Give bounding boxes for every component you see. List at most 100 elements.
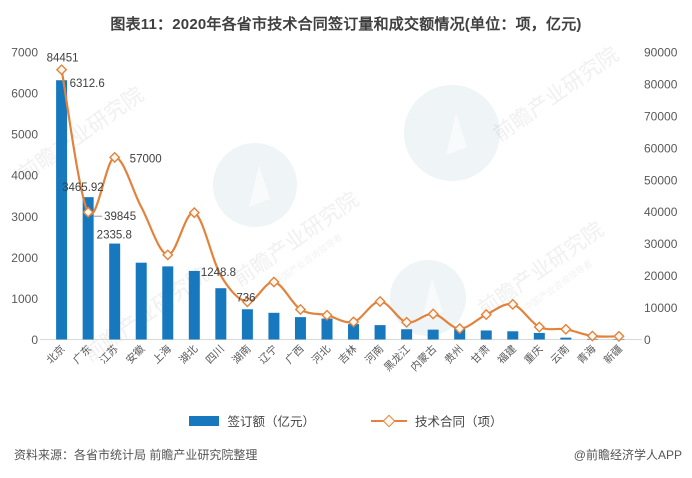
x-label-广西: 广西 bbox=[283, 343, 306, 366]
right-axis-tick: 90000 bbox=[644, 46, 678, 60]
watermark-bird-icon bbox=[446, 113, 467, 155]
legend-item-line-series: 技术合同（项） bbox=[371, 411, 503, 430]
bar-北京 bbox=[56, 80, 68, 340]
marker-广西 bbox=[294, 303, 307, 316]
right-axis-tick: 40000 bbox=[644, 205, 678, 219]
marker-黑龙江 bbox=[400, 316, 413, 328]
chart-canvas: 前瞻产业研究院前瞻产业研究院前瞻产业研究院前瞻产业研究院前瞻产业研究院中国产业咨… bbox=[11, 43, 677, 374]
bar-内蒙古 bbox=[427, 329, 439, 340]
bar-河南 bbox=[374, 325, 386, 340]
watermark-bird-icon bbox=[249, 165, 270, 207]
legend: 签订额（亿元） 技术合同（项） bbox=[0, 411, 692, 430]
line-markers bbox=[55, 64, 625, 342]
right-axis-tick: 0 bbox=[644, 333, 651, 347]
x-label-北京: 北京 bbox=[44, 342, 68, 366]
marker-青海 bbox=[586, 330, 599, 342]
right-axis-tick: 10000 bbox=[644, 301, 678, 315]
bar-江苏 bbox=[109, 243, 121, 340]
watermark-text: 前瞻产业研究院 bbox=[489, 43, 623, 146]
x-label-黑龙江: 黑龙江 bbox=[381, 342, 413, 374]
marker-广东 bbox=[82, 206, 94, 218]
left-axis-tick: 1000 bbox=[11, 292, 38, 306]
marker-辽宁 bbox=[268, 276, 280, 288]
footer: 资料来源：各省市统计局 前瞻产业研究院整理 @前瞻经济学人APP bbox=[14, 446, 682, 463]
bar-label: 3465.92 bbox=[62, 182, 104, 194]
bar-四川 bbox=[215, 288, 227, 340]
bar-广西 bbox=[294, 317, 306, 340]
bar-河北 bbox=[321, 318, 333, 340]
bar-湖北 bbox=[188, 270, 200, 340]
marker-湖北 bbox=[188, 207, 200, 219]
right-axis-tick: 50000 bbox=[644, 173, 678, 187]
x-label-湖南: 湖南 bbox=[229, 342, 253, 366]
marker-河北 bbox=[321, 309, 333, 321]
marker-云南 bbox=[560, 323, 572, 335]
x-label-四川: 四川 bbox=[204, 343, 227, 366]
x-label-河南: 河南 bbox=[362, 342, 386, 366]
bar-series bbox=[56, 80, 625, 340]
left-axis-tick: 2000 bbox=[11, 251, 38, 265]
right-axis-tick: 60000 bbox=[644, 141, 678, 155]
x-label-吉林: 吉林 bbox=[336, 342, 360, 366]
x-label-辽宁: 辽宁 bbox=[256, 342, 280, 366]
line-series-swatch-icon bbox=[371, 414, 407, 427]
bar-安徽 bbox=[135, 262, 147, 340]
x-label-内蒙古: 内蒙古 bbox=[408, 342, 439, 373]
bar-广东 bbox=[82, 197, 94, 340]
watermark-bird-icon bbox=[422, 278, 443, 320]
right-axis-tick: 80000 bbox=[644, 77, 678, 91]
chart-title: 图表11：2020年各省市技术合同签订量和成交额情况(单位：项，亿元) bbox=[110, 16, 582, 33]
source-note: 资料来源：各省市统计局 前瞻产业研究院整理 bbox=[14, 448, 258, 462]
legend-label-line: 技术合同（项） bbox=[415, 415, 503, 429]
bar-辽宁 bbox=[268, 312, 280, 340]
bar-吉林 bbox=[348, 324, 360, 340]
marker-江苏 bbox=[109, 151, 121, 164]
bar-云南 bbox=[560, 337, 572, 340]
marker-北京 bbox=[55, 64, 68, 76]
right-axis-tick: 70000 bbox=[644, 109, 678, 123]
bar-重庆 bbox=[533, 332, 545, 340]
bar-甘肃 bbox=[480, 330, 492, 340]
diamond-marker-icon bbox=[382, 414, 396, 427]
x-label-福建: 福建 bbox=[495, 342, 519, 366]
marker-贵州 bbox=[454, 322, 466, 335]
marker-甘肃 bbox=[480, 308, 492, 321]
left-axis-tick: 4000 bbox=[11, 169, 38, 183]
legend-item-bar-series: 签订额（亿元） bbox=[189, 411, 315, 430]
bar-series-swatch-icon bbox=[189, 415, 220, 426]
left-axis-tick: 7000 bbox=[11, 46, 38, 60]
x-label-湖北: 湖北 bbox=[177, 343, 201, 367]
x-label-新疆: 新疆 bbox=[601, 342, 625, 366]
data-labels: 6312.6 3465.92 2335.8 1248.8 736 84451 39845 57… bbox=[47, 53, 256, 305]
bar-上海 bbox=[162, 266, 174, 340]
brand-note: @前瞻经济学人APP bbox=[573, 448, 682, 462]
legend-label-bar: 签订额（亿元） bbox=[227, 415, 315, 429]
marker-湖南 bbox=[241, 296, 254, 308]
marker-内蒙古 bbox=[427, 308, 439, 320]
line-label: 57000 bbox=[130, 153, 162, 165]
marker-新疆 bbox=[613, 330, 625, 342]
x-label-河北: 河北 bbox=[310, 343, 334, 367]
bar-label: 1248.8 bbox=[201, 267, 236, 279]
marker-上海 bbox=[162, 249, 174, 261]
bar-label: 736 bbox=[236, 292, 255, 304]
bar-湖南 bbox=[241, 309, 253, 340]
bar-label: 6312.6 bbox=[70, 78, 105, 90]
bar-福建 bbox=[507, 331, 519, 340]
right-axis-tick: 20000 bbox=[644, 269, 678, 283]
marker-重庆 bbox=[533, 321, 545, 333]
marker-河南 bbox=[374, 295, 386, 308]
right-axis-tick: 30000 bbox=[644, 237, 678, 251]
left-axis-tick: 6000 bbox=[11, 87, 38, 101]
axis-labels: 0 1000 2000 3000 4000 5000 6000 70000 10000 20000… bbox=[11, 46, 677, 348]
left-axis-tick: 3000 bbox=[11, 210, 38, 224]
x-label-重庆: 重庆 bbox=[521, 342, 545, 366]
x-label-安徽: 安徽 bbox=[123, 342, 147, 366]
x-label-贵州: 贵州 bbox=[442, 342, 466, 366]
x-label-上海: 上海 bbox=[150, 342, 174, 366]
x-label-云南: 云南 bbox=[548, 342, 572, 366]
bar-label: 2335.8 bbox=[97, 230, 132, 242]
left-axis-tick: 5000 bbox=[11, 128, 38, 142]
